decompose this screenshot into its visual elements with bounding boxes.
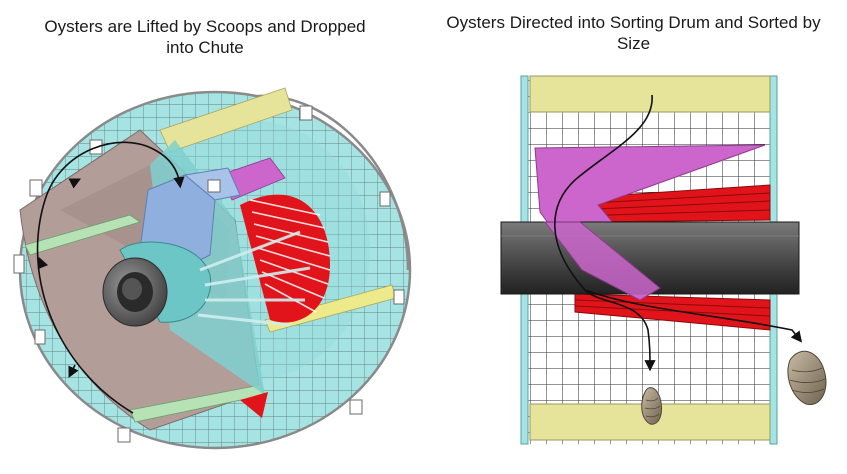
left-title-line-1: Oysters are Lifted by Scoops and Dropped [44, 17, 366, 36]
rotation-arrow-icon [36, 141, 185, 414]
oyster-icon [787, 350, 827, 405]
right-title-line-2: Size [616, 34, 651, 53]
flow-arrow-icon [554, 94, 656, 372]
right-title-line-1: Oysters Directed into Sorting Drum and S… [446, 13, 821, 32]
sorter-bars-right [574, 184, 771, 331]
rotation-arrow-icon [37, 256, 49, 270]
hub [102, 241, 212, 327]
oyster-icon [641, 387, 663, 425]
left-title-line-2: into Chute [166, 38, 244, 57]
rim-clamps [13, 105, 405, 443]
sorter-bars-left [240, 194, 331, 418]
scoop-left [24, 214, 141, 256]
drum-spokes [197, 230, 311, 327]
rotation-arrow-icon [68, 364, 79, 379]
rotating-drum [13, 87, 412, 450]
sorting-drum [500, 75, 827, 445]
rotation-arrow-icon [68, 178, 82, 189]
scoop-top [159, 87, 293, 153]
deflector-front [543, 221, 661, 301]
left-panel-title: Oysters are Lifted by Scoops and Dropped… [0, 16, 410, 58]
right-panel-title: Oysters Directed into Sorting Drum and S… [420, 12, 847, 54]
scoop-top-right [529, 75, 771, 113]
flow-arrow-icon [584, 289, 803, 343]
